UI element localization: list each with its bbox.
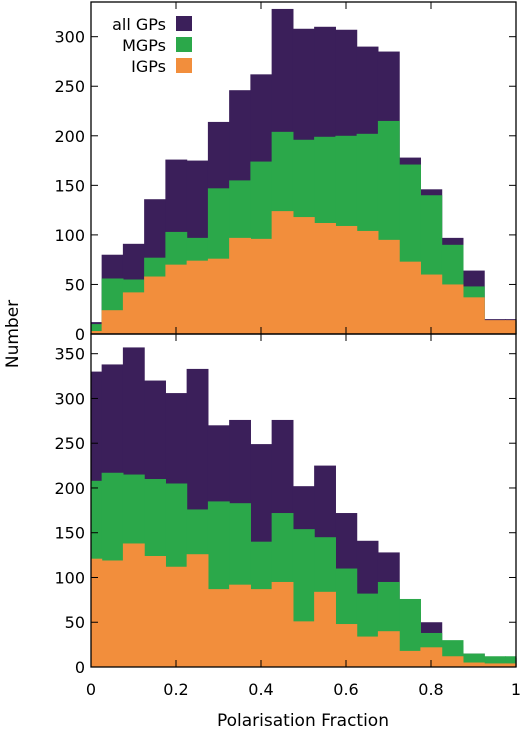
bottom-bar-igps-13 xyxy=(356,636,379,667)
bottom-ytick-label-150: 150 xyxy=(54,524,85,543)
bottom-ytick-label-300: 300 xyxy=(54,389,85,408)
bottom-bar-igps-9 xyxy=(271,581,294,667)
bottom-bar-igps-4 xyxy=(165,566,188,667)
top-bar-igps-19 xyxy=(484,320,506,334)
legend-swatch-igps xyxy=(176,58,192,73)
bottom-bar-mgps-20 xyxy=(505,656,517,667)
legend-swatch-mgps xyxy=(176,37,192,52)
top-ytick-label-300: 300 xyxy=(54,28,85,47)
bottom-bar-igps-12 xyxy=(335,624,358,667)
bottom-bar-igps-3 xyxy=(144,556,166,667)
bottom-bar-igps-10 xyxy=(292,621,315,667)
top-bar-igps-2 xyxy=(122,292,145,334)
bottom-bar-igps-1 xyxy=(101,560,124,667)
bottom-bar-igps-16 xyxy=(420,647,443,667)
bottom-series-igps xyxy=(91,543,517,667)
top-bar-igps-16 xyxy=(420,274,443,334)
legend-label-all-gps: all GPs xyxy=(112,15,166,34)
bottom-bar-igps-8 xyxy=(250,589,273,667)
top-bar-igps-17 xyxy=(441,284,464,334)
top-ytick-label-200: 200 xyxy=(54,127,85,146)
bottom-bar-igps-15 xyxy=(399,650,421,667)
top-ytick-label-50: 50 xyxy=(65,275,85,294)
bottom-bar-igps-19 xyxy=(484,663,506,667)
top-bar-igps-15 xyxy=(399,261,421,334)
legend-swatch-all-gps xyxy=(176,16,192,31)
bottom-xtick-label-0.4: 0.4 xyxy=(248,680,273,699)
top-panel: 0 50 100 150 200 250 300 xyxy=(54,1,517,344)
top-bar-igps-1 xyxy=(101,310,124,334)
bottom-bar-igps-11 xyxy=(314,591,336,667)
bottom-xtick-label-0: 0 xyxy=(86,680,96,699)
top-ytick-label-0: 0 xyxy=(75,325,85,344)
bottom-bar-igps-2 xyxy=(122,543,145,667)
bottom-bar-igps-14 xyxy=(377,631,400,667)
bottom-ytick-label-0: 0 xyxy=(75,658,85,677)
bottom-bar-igps-17 xyxy=(441,656,464,667)
bottom-frame xyxy=(90,333,517,668)
legend: all GPs MGPs IGPs xyxy=(112,15,192,76)
top-series-igps xyxy=(91,211,517,334)
bottom-bar-mgps-19 xyxy=(484,656,506,667)
bottom-bar-mgps-15 xyxy=(399,598,421,667)
top-bar-igps-3 xyxy=(144,276,166,334)
bottom-panel: 0 50 100 150 200 250 300 350 0 0.2 0.4 0.6 0.8 1 xyxy=(54,333,520,699)
top-bar-igps-11 xyxy=(314,223,336,334)
bottom-ytick-label-200: 200 xyxy=(54,479,85,498)
legend-label-mgps: MGPs xyxy=(122,36,166,55)
bottom-ytick-label-50: 50 xyxy=(65,613,85,632)
top-bar-igps-8 xyxy=(250,238,273,334)
top-bar-igps-9 xyxy=(271,211,294,334)
top-bar-igps-4 xyxy=(165,264,188,334)
top-bar-igps-20 xyxy=(505,320,517,334)
bottom-bar-igps-7 xyxy=(229,584,251,667)
top-ytick-label-250: 250 xyxy=(54,77,85,96)
top-ytick-label-150: 150 xyxy=(54,176,85,195)
bottom-ytick-label-350: 350 xyxy=(54,345,85,364)
top-bar-igps-10 xyxy=(292,217,315,334)
bottom-ytick-label-100: 100 xyxy=(54,568,85,587)
x-axis-label: Polarisation Fraction xyxy=(217,711,389,729)
bottom-bar-igps-18 xyxy=(462,662,485,667)
top-bar-igps-6 xyxy=(207,258,230,334)
top-bar-igps-14 xyxy=(377,239,400,334)
bottom-xtick-label-0.2: 0.2 xyxy=(163,680,188,699)
bottom-bar-igps-0 xyxy=(91,558,103,667)
bottom-xtick-label-0.6: 0.6 xyxy=(333,680,358,699)
bottom-xtick-label-0.8: 0.8 xyxy=(418,680,443,699)
bottom-bar-igps-20 xyxy=(505,663,517,667)
top-bar-igps-7 xyxy=(229,237,251,334)
top-bar-igps-13 xyxy=(356,230,379,334)
top-bar-mgps-0 xyxy=(91,324,103,334)
legend-label-igps: IGPs xyxy=(131,57,166,76)
top-bar-igps-12 xyxy=(335,225,358,334)
top-bar-igps-5 xyxy=(186,260,209,334)
top-bar-igps-0 xyxy=(91,331,103,334)
y-axis-label: Number xyxy=(3,300,23,368)
top-bar-igps-18 xyxy=(462,297,485,334)
top-ytick-label-100: 100 xyxy=(54,226,85,245)
bottom-ytick-label-250: 250 xyxy=(54,434,85,453)
bottom-bar-igps-5 xyxy=(186,554,209,667)
bottom-xtick-label-1: 1 xyxy=(511,680,520,699)
bottom-bar-igps-6 xyxy=(207,589,230,667)
